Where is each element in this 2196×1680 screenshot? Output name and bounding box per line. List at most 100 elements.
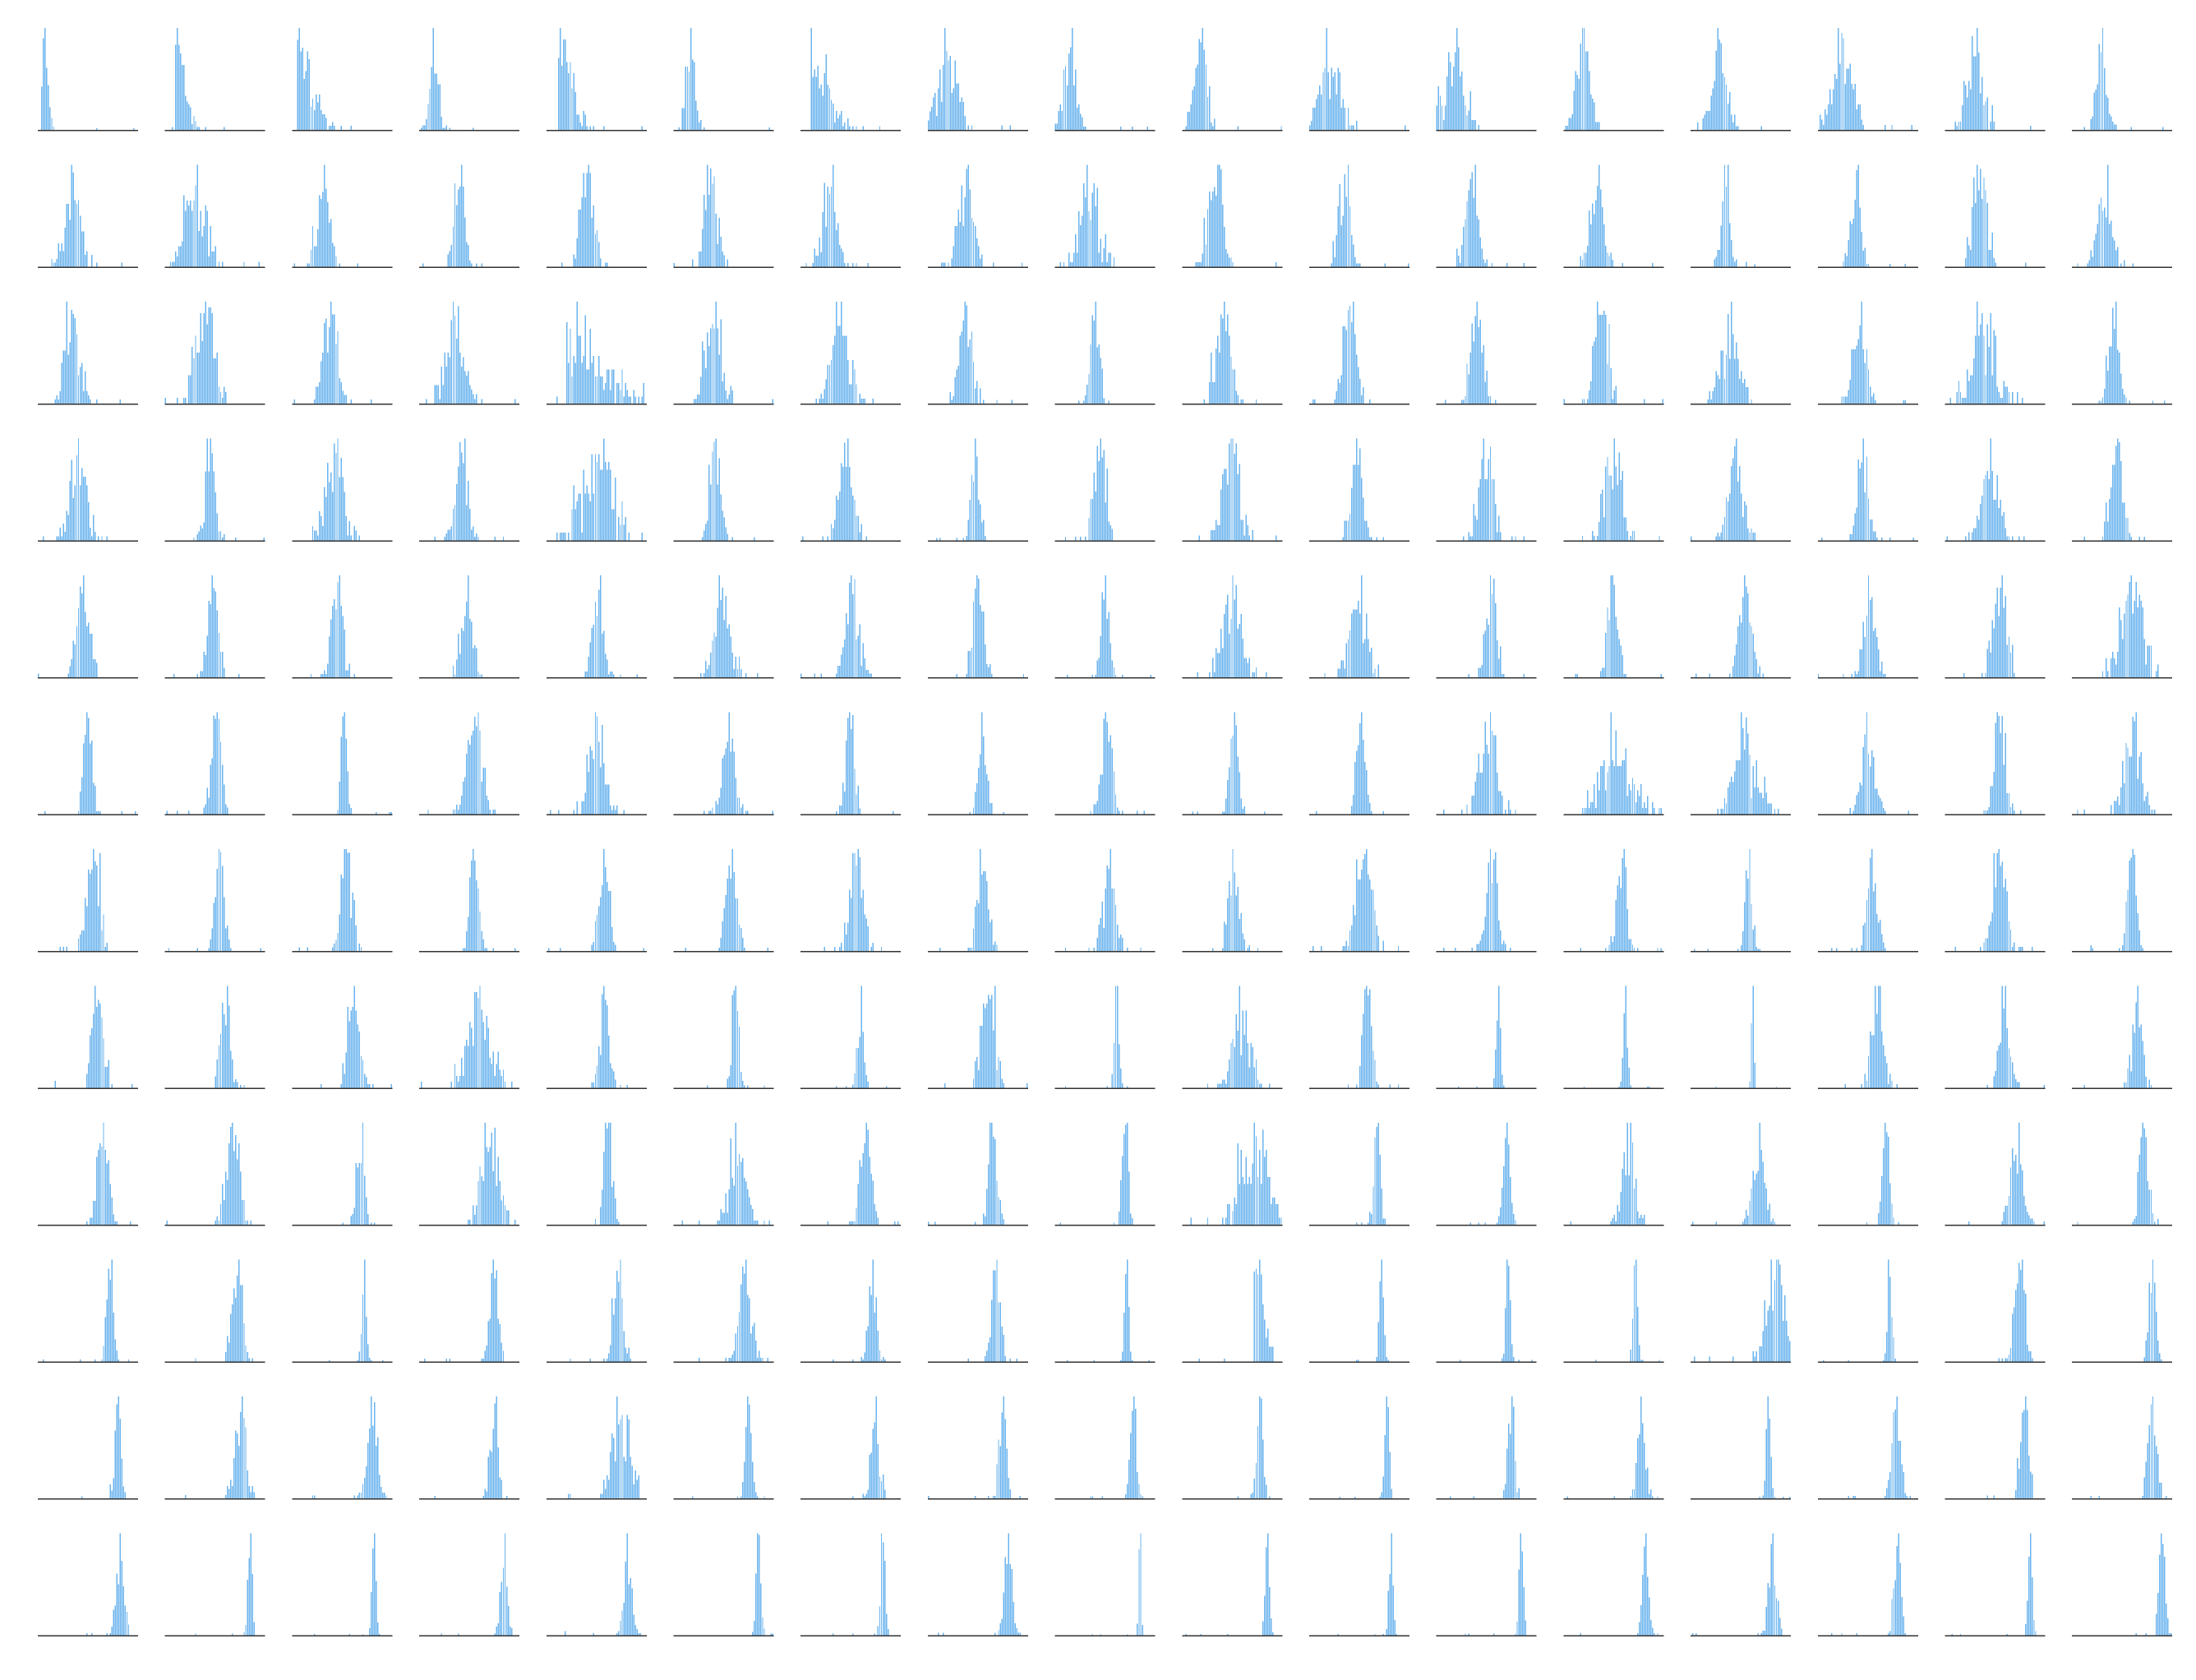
histogram-panel — [1563, 1533, 1664, 1636]
histogram-bar — [727, 628, 728, 677]
histogram-bar — [1280, 126, 1282, 130]
histogram-bar — [1359, 379, 1361, 404]
histogram-bar — [1224, 226, 1225, 267]
histogram-bar — [69, 666, 72, 677]
histogram-bar — [727, 533, 728, 541]
histogram-bar — [1098, 925, 1100, 951]
histogram-bar — [1883, 1148, 1885, 1225]
histogram-bar — [176, 28, 178, 130]
histogram-bar — [1088, 517, 1090, 541]
histogram-bar — [865, 536, 867, 541]
histogram-bar — [1447, 52, 1450, 130]
histogram-bar — [841, 248, 842, 267]
histogram-bar — [1235, 584, 1237, 677]
histogram-bar — [1235, 1014, 1237, 1088]
histogram-bar — [1386, 1396, 1387, 1498]
histogram-bar — [1620, 1192, 1622, 1225]
histogram-bar — [1108, 741, 1110, 815]
histogram-panel — [1945, 302, 2046, 405]
histogram-bar — [1494, 1049, 1497, 1088]
histogram-bar — [2011, 392, 2014, 404]
histogram-bar — [993, 944, 994, 951]
histogram-bar — [1644, 1442, 1645, 1498]
histogram-bar — [1064, 1086, 1067, 1088]
histogram-bar — [362, 1059, 364, 1088]
histogram-bar — [599, 1493, 602, 1498]
histogram-panel — [1309, 849, 1409, 953]
histogram-bar — [1090, 344, 1091, 404]
histogram-bar — [350, 1010, 352, 1088]
histogram-bar — [245, 1625, 247, 1636]
histogram-panel — [164, 1396, 265, 1500]
histogram-bar — [327, 663, 329, 677]
histogram-bar — [1760, 792, 1762, 815]
histogram-bar — [573, 73, 574, 130]
histogram-bar — [1993, 772, 1995, 815]
histogram-bar — [221, 261, 224, 267]
histogram-bar — [2122, 944, 2124, 951]
histogram-bar — [1620, 480, 1622, 541]
histogram-panel — [164, 1123, 265, 1226]
histogram-bar — [345, 670, 347, 677]
histogram-bar — [1198, 1358, 1201, 1362]
histogram-bar — [561, 262, 563, 267]
histogram-bar — [308, 59, 311, 130]
histogram-bar — [1372, 1186, 1374, 1225]
histogram-bar — [1202, 28, 1204, 130]
histogram-bar — [313, 399, 316, 404]
histogram-panel — [292, 302, 393, 405]
histogram-bar — [1765, 1428, 1768, 1498]
histogram-bar — [736, 797, 739, 815]
histogram-bar — [597, 242, 600, 267]
histogram-bar — [497, 1318, 500, 1362]
histogram-bar — [1451, 85, 1453, 130]
histogram-bar — [967, 948, 970, 952]
histogram-bar — [1119, 1359, 1122, 1362]
histogram-bar — [1132, 1410, 1133, 1498]
histogram-bar — [844, 263, 846, 267]
histogram-bar — [76, 334, 78, 404]
histogram-bar — [103, 1038, 104, 1088]
histogram-bar — [862, 399, 864, 404]
histogram-bar — [1580, 256, 1582, 267]
histogram-bar — [332, 122, 334, 130]
histogram-bar — [589, 329, 592, 404]
histogram-bar — [944, 1083, 946, 1088]
histogram-bar — [2145, 1341, 2148, 1362]
histogram-bar — [1337, 205, 1339, 267]
histogram-bar — [171, 261, 173, 267]
histogram-bar — [974, 906, 976, 951]
histogram-bar — [877, 1626, 879, 1636]
histogram-bar — [464, 616, 466, 677]
histogram-bar — [574, 258, 576, 267]
histogram-bar — [1717, 28, 1719, 130]
histogram-bar — [1628, 1068, 1631, 1088]
histogram-bar — [1988, 249, 1990, 267]
histogram-bar — [1484, 721, 1487, 815]
histogram-bar — [1597, 535, 1599, 541]
histogram-bar — [604, 1123, 607, 1225]
histogram-panel — [1817, 438, 1918, 542]
histogram-bar — [61, 362, 62, 404]
histogram-bar — [988, 1496, 990, 1498]
histogram-bar — [1329, 99, 1331, 130]
histogram-bar — [61, 536, 62, 541]
histogram-bar — [623, 524, 625, 541]
histogram-bar — [822, 212, 824, 267]
histogram-bar — [1589, 801, 1592, 815]
histogram-bar — [641, 532, 644, 541]
histogram-bar — [486, 1015, 487, 1088]
histogram-bar — [1736, 259, 1737, 267]
histogram-bar — [1595, 1359, 1597, 1362]
histogram-bar — [213, 715, 215, 815]
histogram-bar — [1883, 674, 1885, 677]
histogram-bar — [602, 438, 605, 541]
histogram-bar — [1389, 1452, 1391, 1498]
histogram-bar — [2148, 645, 2151, 677]
histogram-bar — [360, 947, 362, 951]
histogram-bar — [750, 1205, 752, 1225]
histogram-bar — [59, 391, 61, 404]
histogram-bar — [1772, 1218, 1774, 1225]
histogram-bar — [1871, 519, 1873, 541]
histogram-bar — [452, 665, 454, 677]
